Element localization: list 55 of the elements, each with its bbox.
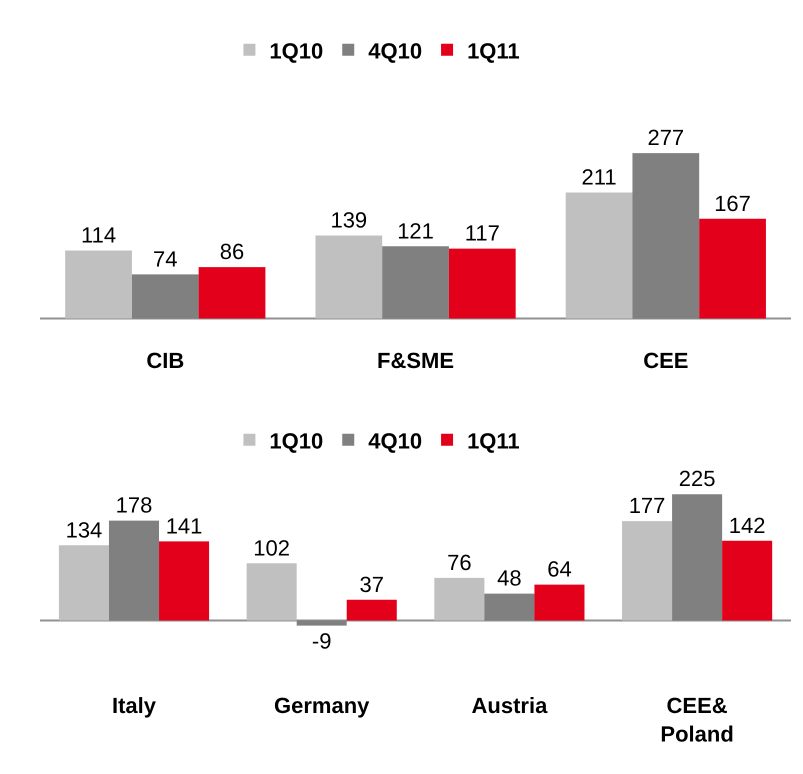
data-label: 141 (166, 513, 202, 538)
data-label: 211 (582, 164, 617, 190)
data-label: 86 (220, 239, 244, 264)
x-tick-label: F&SME (377, 348, 454, 373)
bar (58, 545, 109, 621)
bar (484, 594, 534, 621)
x-tick-label: Austria (472, 693, 548, 718)
data-label: 142 (728, 512, 766, 538)
bar (315, 236, 382, 319)
data-label: 121 (397, 218, 434, 244)
data-label: 277 (647, 125, 684, 150)
data-label: 117 (464, 220, 500, 246)
bar (448, 248, 516, 319)
data-label: 102 (253, 535, 290, 560)
x-tick-label: Germany (274, 693, 370, 718)
bar (632, 153, 700, 319)
bar (434, 578, 484, 621)
bar (132, 274, 199, 319)
data-label: 76 (447, 550, 472, 575)
bar (198, 267, 266, 319)
legend-label: 1Q11 (467, 38, 520, 64)
legend-label: 1Q11 (467, 428, 520, 454)
legend-label: 4Q10 (368, 38, 422, 64)
x-tick-label: CEE& Poland (660, 693, 734, 747)
bar (159, 541, 210, 621)
data-label: 74 (153, 246, 178, 272)
data-label: 167 (714, 190, 751, 216)
bar (622, 521, 672, 621)
data-label: 48 (497, 566, 522, 591)
bar (296, 620, 347, 626)
legend-label: 4Q10 (368, 428, 422, 454)
bar (672, 494, 722, 621)
x-tick-label: CIB (146, 348, 184, 373)
bar (346, 600, 397, 621)
bar (65, 250, 132, 319)
bar (382, 246, 449, 319)
bar (722, 540, 772, 621)
data-label: -9 (312, 628, 332, 654)
data-label: 64 (547, 556, 572, 582)
data-label: 37 (360, 572, 384, 597)
bar (566, 192, 632, 319)
x-tick-label: Italy (112, 693, 157, 718)
legend-label: 1Q10 (269, 428, 324, 454)
x-tick-label: CEE (643, 348, 688, 373)
bar (699, 218, 766, 319)
legend-label: 1Q10 (269, 38, 324, 64)
data-label: 178 (116, 492, 152, 518)
bar (246, 563, 297, 621)
data-label: 177 (628, 493, 666, 518)
data-label: 225 (678, 466, 716, 492)
bar (108, 520, 160, 621)
data-label: 139 (330, 208, 368, 233)
data-label: 134 (66, 517, 102, 542)
bar (534, 584, 584, 621)
data-label: 114 (81, 222, 116, 248)
